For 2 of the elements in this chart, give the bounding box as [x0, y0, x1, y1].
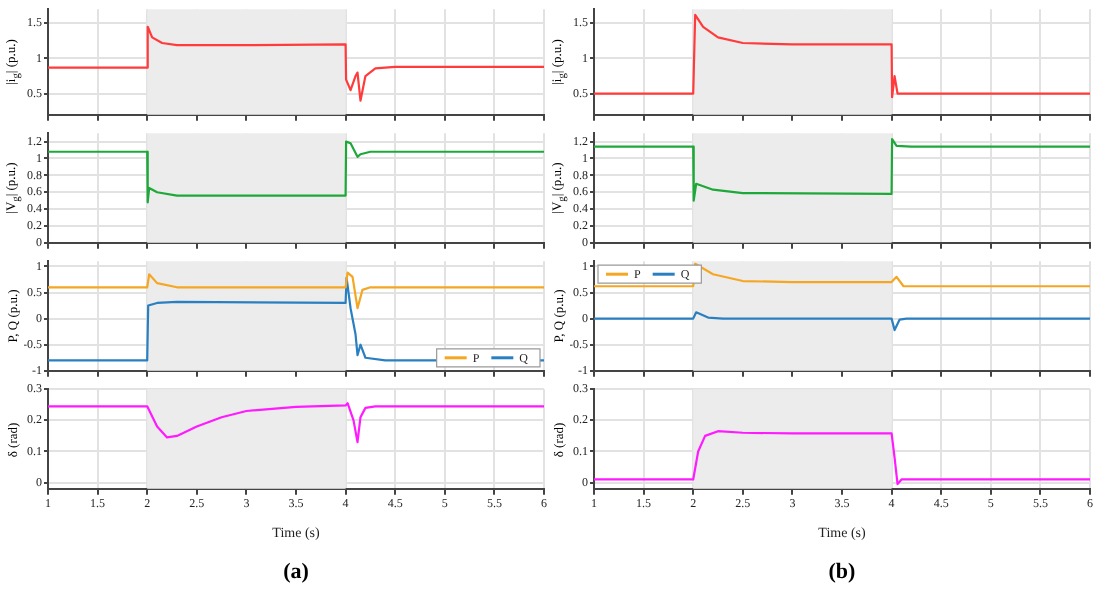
text: (a): [283, 560, 309, 584]
text: (b): [828, 560, 856, 584]
